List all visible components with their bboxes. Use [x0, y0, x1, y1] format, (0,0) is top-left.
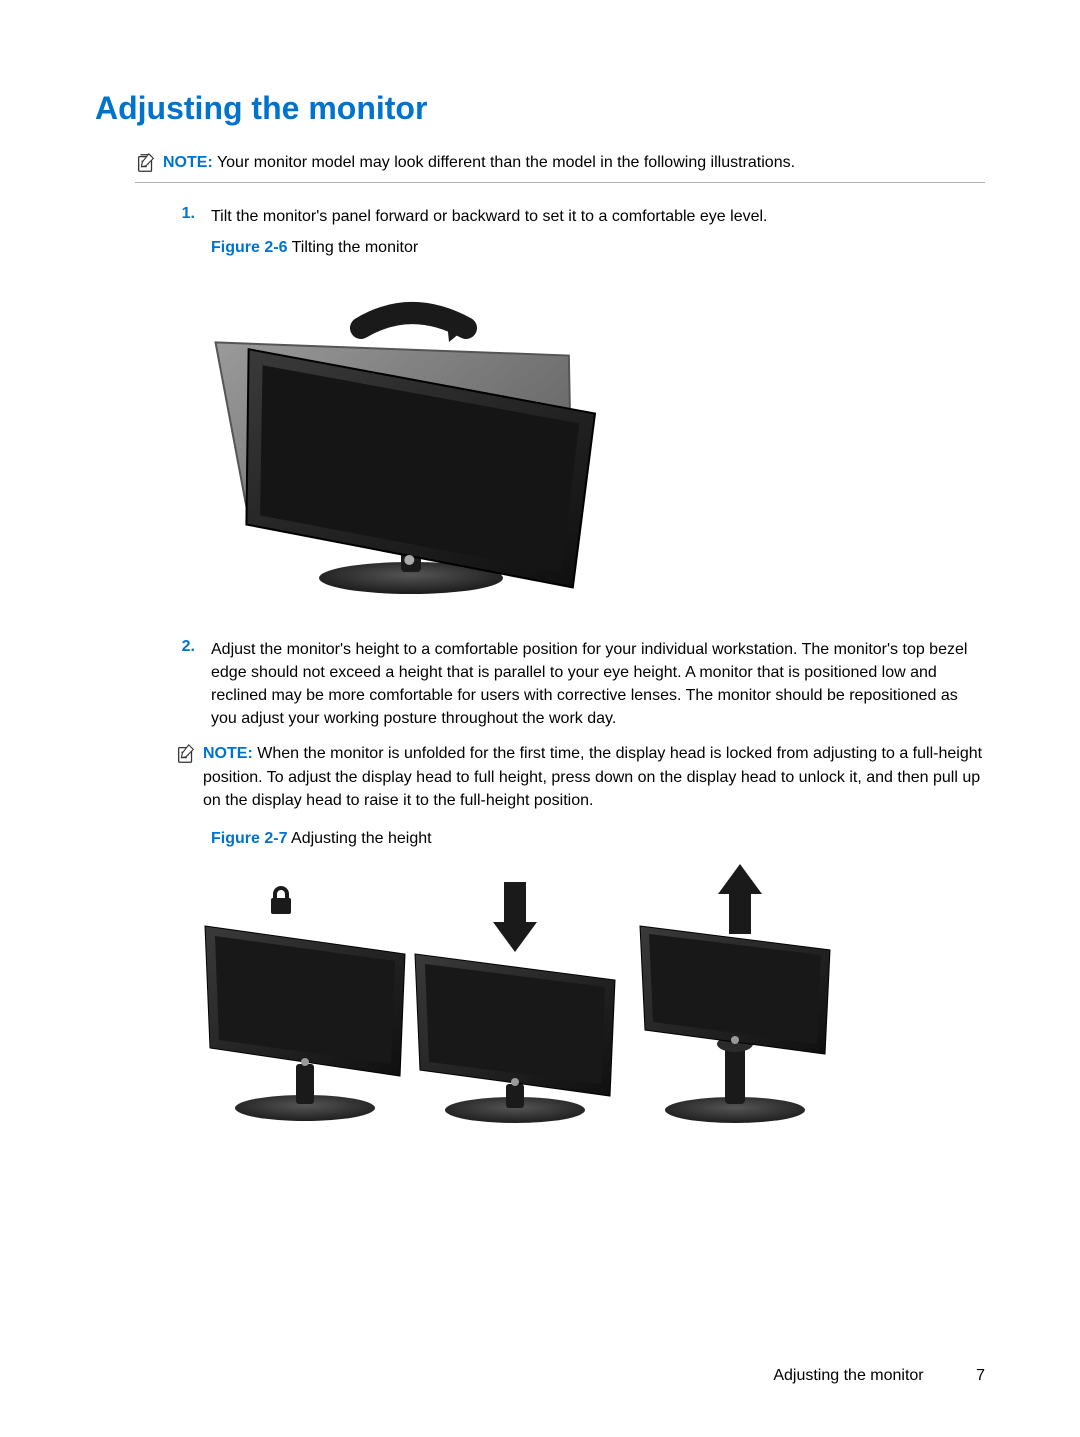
step-text: Tilt the monitor's panel forward or back… — [211, 208, 768, 225]
note-icon — [175, 743, 197, 765]
figure-caption-1: Figure 2-6 Tilting the monitor — [211, 236, 985, 259]
step-body: Tilt the monitor's panel forward or back… — [211, 205, 985, 271]
note-body: When the monitor is unfolded for the fir… — [203, 745, 982, 808]
figure-title: Adjusting the height — [291, 830, 432, 847]
step-body: Adjust the monitor's height to a comfort… — [211, 638, 985, 731]
note-text-1: NOTE: Your monitor model may look differ… — [163, 151, 795, 174]
step-1: 1. Tilt the monitor's panel forward or b… — [175, 205, 985, 271]
figure-label: Figure 2-6 — [211, 239, 287, 256]
figure-caption-2: Figure 2-7 Adjusting the height — [211, 830, 985, 848]
footer-page-number: 7 — [976, 1367, 985, 1384]
note-block-2: NOTE: When the monitor is unfolded for t… — [175, 742, 985, 812]
step-number: 1. — [175, 205, 195, 271]
note-text-2: NOTE: When the monitor is unfolded for t… — [203, 742, 985, 812]
footer-section: Adjusting the monitor — [773, 1367, 923, 1384]
page-footer: Adjusting the monitor 7 — [773, 1367, 985, 1385]
note-label: NOTE: — [203, 745, 253, 762]
figure-label: Figure 2-7 — [211, 830, 287, 847]
page-heading: Adjusting the monitor — [95, 90, 985, 127]
illustration-height — [195, 864, 985, 1134]
figure-title: Tilting the monitor — [292, 239, 419, 256]
note-block-1: NOTE: Your monitor model may look differ… — [135, 151, 985, 183]
note-icon — [135, 152, 157, 174]
illustration-tilt — [211, 288, 985, 598]
note-label: NOTE: — [163, 154, 213, 171]
step-number: 2. — [175, 638, 195, 731]
note-body: Your monitor model may look different th… — [217, 154, 795, 171]
step-2: 2. Adjust the monitor's height to a comf… — [175, 638, 985, 731]
step-text: Adjust the monitor's height to a comfort… — [211, 641, 967, 728]
